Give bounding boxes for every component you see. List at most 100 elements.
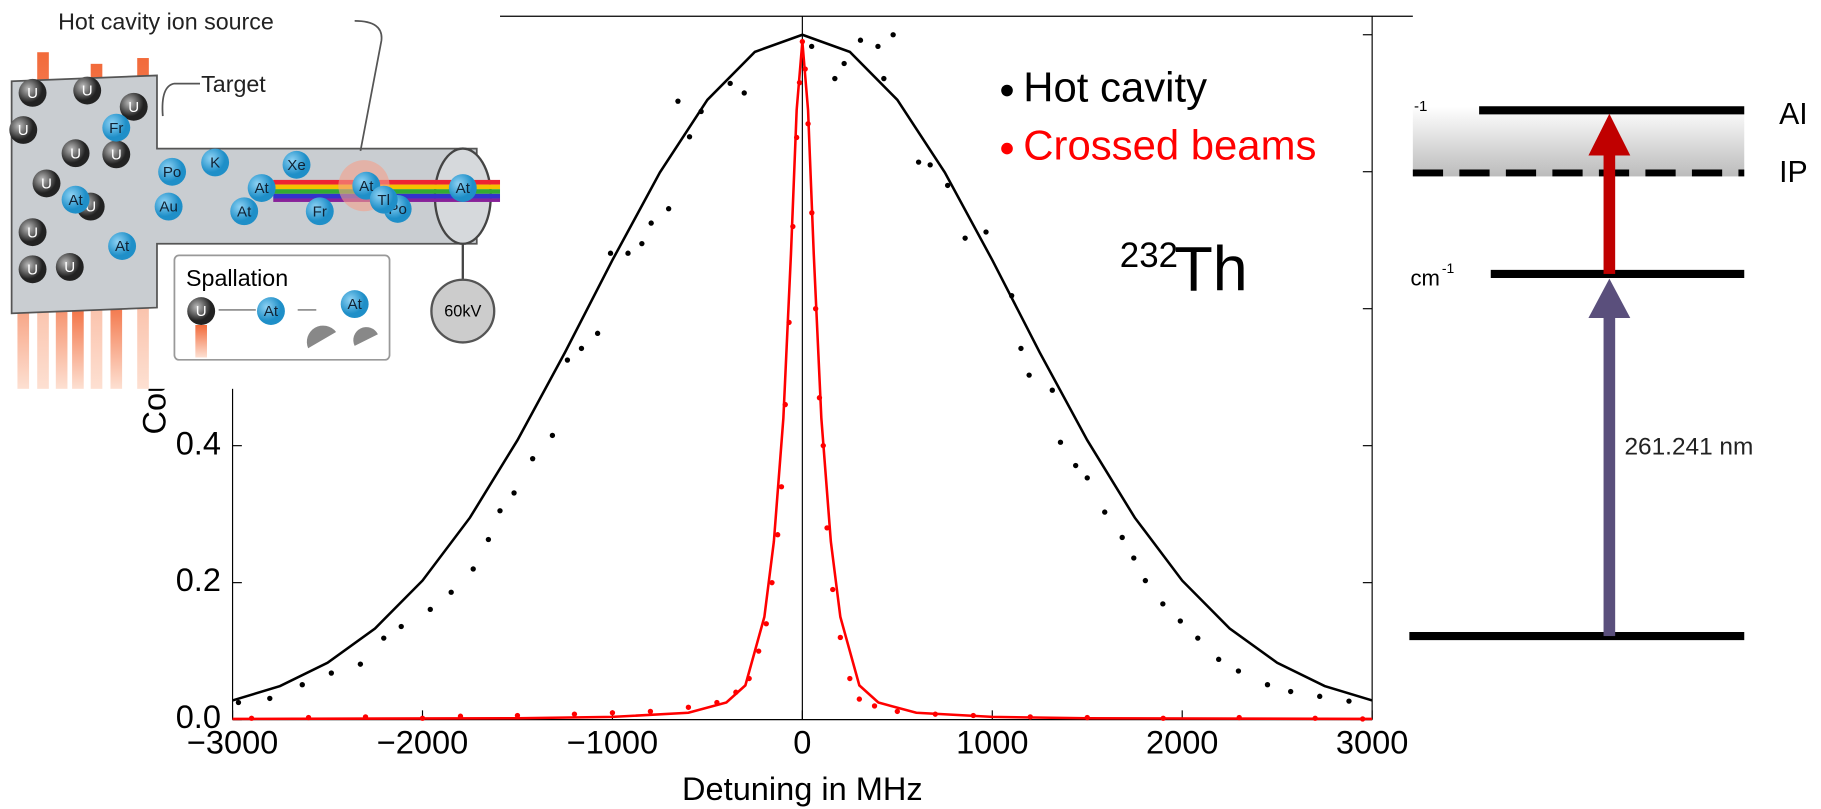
point xyxy=(733,689,739,695)
point xyxy=(1195,635,1201,641)
point xyxy=(769,579,775,586)
point xyxy=(894,708,900,715)
atom xyxy=(18,218,47,247)
x-tick-label: 0 xyxy=(793,725,811,761)
point xyxy=(1131,555,1137,561)
point xyxy=(1235,668,1242,674)
point xyxy=(1216,656,1222,663)
point xyxy=(1027,714,1033,720)
point xyxy=(790,223,796,230)
point xyxy=(741,90,747,96)
point xyxy=(647,708,654,715)
point xyxy=(675,98,681,104)
atom-label: At xyxy=(115,238,130,255)
x-axis-title: Detuning in MHz xyxy=(682,771,923,807)
atom xyxy=(369,185,398,214)
atom xyxy=(201,148,230,177)
point xyxy=(1359,716,1366,722)
atom-label: Fr xyxy=(313,203,327,220)
point xyxy=(1287,688,1294,695)
atom xyxy=(9,116,38,144)
voltage-label: 60kV xyxy=(444,303,481,321)
point xyxy=(578,345,585,352)
point xyxy=(1008,293,1015,299)
point xyxy=(625,250,631,256)
point xyxy=(1142,577,1149,584)
atom-label: U xyxy=(82,83,93,100)
voltage-supply xyxy=(430,278,496,344)
point xyxy=(932,711,938,717)
unit-label: -1 xyxy=(1414,98,1427,115)
point xyxy=(686,134,693,140)
point xyxy=(809,210,815,216)
point xyxy=(796,80,803,86)
point xyxy=(727,80,733,87)
point xyxy=(808,43,815,50)
atom xyxy=(187,297,216,325)
point xyxy=(299,682,305,688)
point xyxy=(529,456,536,462)
point xyxy=(755,648,762,654)
point xyxy=(362,714,369,720)
x-tick-label: 1000 xyxy=(956,725,1028,761)
x-tick-label: −1000 xyxy=(567,725,658,761)
continuum xyxy=(1412,106,1745,177)
atom-label: At xyxy=(456,180,471,197)
x-tick-label: −2000 xyxy=(377,725,468,761)
point xyxy=(698,108,704,115)
pointer xyxy=(354,20,383,152)
atom-label: U xyxy=(27,261,38,278)
atom-label: At xyxy=(237,203,252,220)
point xyxy=(1049,387,1055,393)
point xyxy=(871,703,878,709)
y-tick-label: 0.4 xyxy=(176,425,221,461)
point xyxy=(497,508,503,514)
uranium-atoms: U U U U U U U U U U U U xyxy=(9,76,216,325)
point xyxy=(1346,698,1352,704)
point xyxy=(805,121,811,127)
y-tick-label: 0.2 xyxy=(176,562,221,598)
fit-line xyxy=(232,33,1373,702)
atom xyxy=(102,140,131,169)
atom-label: K xyxy=(210,155,220,172)
atom-label: At xyxy=(359,178,374,195)
point xyxy=(1264,682,1271,688)
arrow-head xyxy=(1588,278,1631,319)
atom-label: U xyxy=(27,224,38,241)
point xyxy=(890,32,896,38)
point xyxy=(419,715,426,721)
atom-label: U xyxy=(27,85,38,102)
ai-label: AI xyxy=(1779,98,1808,131)
atom-label: At xyxy=(348,296,363,313)
point xyxy=(1119,534,1125,541)
atom-label: U xyxy=(18,122,29,139)
x-tick-label: 2000 xyxy=(1146,725,1218,761)
atom-label: Au xyxy=(159,199,177,216)
point xyxy=(778,484,785,490)
point xyxy=(820,443,826,449)
atom xyxy=(256,297,285,325)
atom xyxy=(102,113,131,142)
point xyxy=(448,589,454,595)
level-diagram: -1 cm -1 AI IP 261.241 nm xyxy=(1409,98,1808,641)
x-tick-label: −3000 xyxy=(187,725,278,761)
point xyxy=(1018,345,1024,352)
atom-label: Xe xyxy=(287,157,305,174)
point xyxy=(648,220,654,226)
point xyxy=(856,696,863,702)
point xyxy=(802,66,808,72)
point xyxy=(746,675,752,682)
spallation-label: Spallation xyxy=(186,265,288,291)
atom-label: U xyxy=(70,145,81,162)
point xyxy=(824,525,830,531)
atom-label: Po xyxy=(163,164,181,181)
point xyxy=(514,712,521,719)
atom xyxy=(55,253,84,281)
point xyxy=(1102,509,1108,515)
atom xyxy=(230,197,259,226)
point xyxy=(665,206,672,212)
arrow-head xyxy=(1588,113,1631,156)
point xyxy=(927,162,933,168)
atom xyxy=(340,290,369,319)
